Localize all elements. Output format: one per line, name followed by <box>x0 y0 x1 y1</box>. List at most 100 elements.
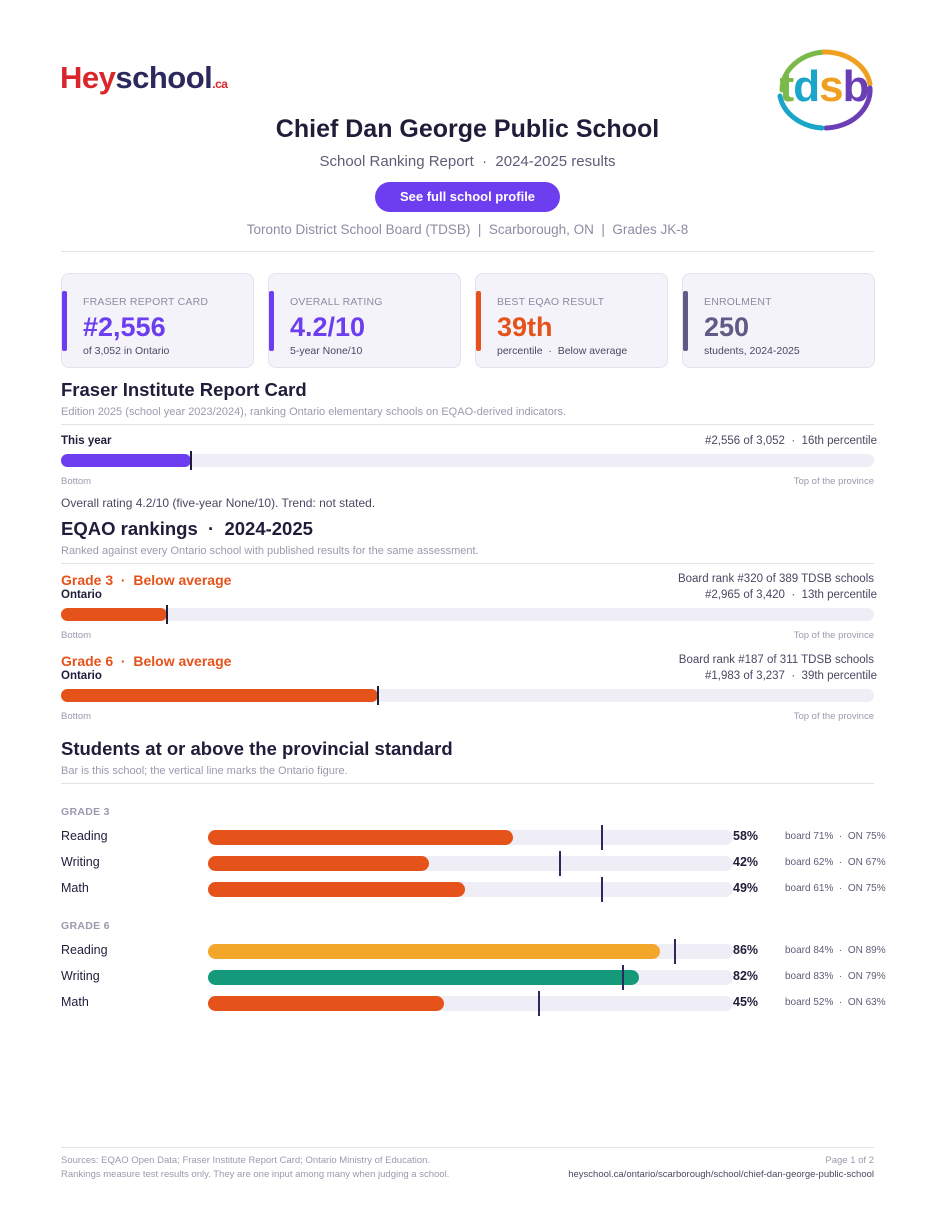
standard-bar <box>208 939 733 964</box>
fraser-note: Overall rating 4.2/10 (five-year None/10… <box>61 496 376 510</box>
standard-divider <box>61 783 874 784</box>
ontario-marker <box>674 939 676 964</box>
card-accent <box>476 291 481 351</box>
standard-comparison: board 83% · ON 79% <box>785 971 886 982</box>
standard-comparison: board 62% · ON 67% <box>785 857 886 868</box>
eqao-axis-bottom: Bottom <box>61 630 92 641</box>
tdsb-logo-text: tdsb <box>779 62 870 111</box>
standard-grade-label: GRADE 6 <box>61 920 110 932</box>
eqao-grade-scope: Ontario <box>61 670 102 682</box>
standard-subject: Reading <box>61 829 108 843</box>
eqao-percentile-fill <box>61 689 378 702</box>
eqao-grade-scope: Ontario <box>61 589 102 601</box>
card-label: FRASER REPORT CARD <box>83 296 209 308</box>
see-full-profile-button[interactable]: See full school profile <box>375 182 560 212</box>
standard-subject: Writing <box>61 969 100 983</box>
eqao-divider <box>61 563 874 564</box>
eqao-percentile-bar <box>61 686 874 705</box>
eqao-axis-bottom: Bottom <box>61 711 92 722</box>
fraser-percentile-marker <box>190 451 192 470</box>
card-value: #2,556 <box>83 312 166 342</box>
eqao-percentile-bar <box>61 605 874 624</box>
standard-bar <box>208 991 733 1016</box>
standard-percent: 45% <box>733 995 759 1009</box>
ontario-marker <box>601 825 603 850</box>
eqao-percentile-marker <box>166 605 168 624</box>
footer-url-link[interactable]: heyschool.ca/ontario/scarborough/school/… <box>568 1169 874 1180</box>
footer-disclaimer: Rankings measure test results only. They… <box>61 1169 450 1180</box>
card-sub: percentile · Below average <box>497 345 628 357</box>
eqao-heading: EQAO rankings · 2024-2025 <box>61 518 313 539</box>
eqao-province-rank: #1,983 of 3,237 · 39th percentile <box>705 670 877 682</box>
eqao-board-rank: Board rank #187 of 311 TDSB schools <box>678 654 874 666</box>
card-accent <box>62 291 67 351</box>
fraser-axis-top: Top of the province <box>793 476 874 487</box>
card-accent <box>683 291 688 351</box>
tdsb-logo: tdsb <box>770 48 878 132</box>
fraser-row-label: This year <box>61 435 112 447</box>
standard-bar <box>208 825 733 850</box>
standard-bar-fill <box>208 944 660 959</box>
standard-bar-fill <box>208 882 465 897</box>
best-eqao-result-card: BEST EQAO RESULT 39th percentile · Below a… <box>475 273 668 368</box>
card-label: ENROLMENT <box>704 296 772 308</box>
standard-percent: 82% <box>733 969 759 983</box>
eqao-board-rank: Board rank #320 of 389 TDSB schools <box>677 573 874 585</box>
fraser-description: Edition 2025 (school year 2023/2024), ra… <box>61 406 567 418</box>
page-title: Chief Dan George Public School <box>275 115 660 143</box>
eqao-grade-heading: Grade 6 · Below average <box>61 653 232 669</box>
eqao-percentile-fill <box>61 608 167 621</box>
card-value: 4.2/10 <box>290 312 366 342</box>
standard-heading: Students at or above the provincial stan… <box>61 738 453 759</box>
heyschool-logo: Heyschool.ca <box>60 60 228 96</box>
logo-school-text: school <box>115 60 213 95</box>
fraser-percentile-fill <box>61 454 191 467</box>
tdsb-ring-icon <box>777 49 873 131</box>
footer-sources: Sources: EQAO Open Data; Fraser Institut… <box>61 1155 431 1166</box>
logo-ca-text: .ca <box>212 77 228 91</box>
fraser-heading: Fraser Institute Report Card <box>61 379 307 400</box>
standard-comparison: board 52% · ON 63% <box>785 997 886 1008</box>
eqao-grade-heading: Grade 3 · Below average <box>61 572 232 588</box>
standard-percent: 42% <box>733 855 759 869</box>
standard-bar <box>208 877 733 902</box>
ontario-marker <box>622 965 624 990</box>
fraser-report-card-card: FRASER REPORT CARD #2,556 of 3,052 in Onta… <box>61 273 254 368</box>
standard-bar-fill <box>208 970 639 985</box>
standard-subject: Reading <box>61 943 108 957</box>
eqao-description: Ranked against every Ontario school with… <box>61 545 479 557</box>
standard-grade-label: GRADE 3 <box>61 806 110 818</box>
card-label: BEST EQAO RESULT <box>497 296 605 308</box>
ontario-marker <box>601 877 603 902</box>
page-subtitle: School Ranking Report · 2024-2025 result… <box>319 153 616 170</box>
standard-subject: Math <box>61 995 89 1009</box>
footer-page-number: Page 1 of 2 <box>825 1155 874 1166</box>
card-value: 39th <box>497 312 553 342</box>
standard-bar-fill <box>208 856 429 871</box>
eqao-province-rank: #2,965 of 3,420 · 13th percentile <box>705 589 877 601</box>
ontario-marker <box>559 851 561 876</box>
logo-hey-text: Hey <box>60 60 116 95</box>
eqao-axis-top: Top of the province <box>793 711 874 722</box>
standard-bar-fill <box>208 830 513 845</box>
fraser-divider <box>61 424 874 425</box>
standard-bar-fill <box>208 996 444 1011</box>
fraser-percentile-bar <box>61 451 874 470</box>
ontario-marker <box>538 991 540 1016</box>
footer-divider <box>61 1147 874 1148</box>
card-sub: 5-year None/10 <box>290 345 363 357</box>
standard-bar <box>208 851 733 876</box>
eqao-percentile-marker <box>377 686 379 705</box>
standard-percent: 86% <box>733 943 759 957</box>
card-sub: students, 2024-2025 <box>704 345 800 357</box>
standard-description: Bar is this school; the vertical line ma… <box>61 765 348 777</box>
standard-comparison: board 61% · ON 75% <box>785 883 886 894</box>
header-divider <box>61 251 874 252</box>
fraser-rank-text: #2,556 of 3,052 · 16th percentile <box>705 435 877 447</box>
card-sub: of 3,052 in Ontario <box>83 345 170 357</box>
fraser-axis-bottom: Bottom <box>61 476 92 487</box>
standard-comparison: board 84% · ON 89% <box>785 945 886 956</box>
eqao-axis-top: Top of the province <box>793 630 874 641</box>
standard-comparison: board 71% · ON 75% <box>785 831 886 842</box>
standard-subject: Writing <box>61 855 100 869</box>
